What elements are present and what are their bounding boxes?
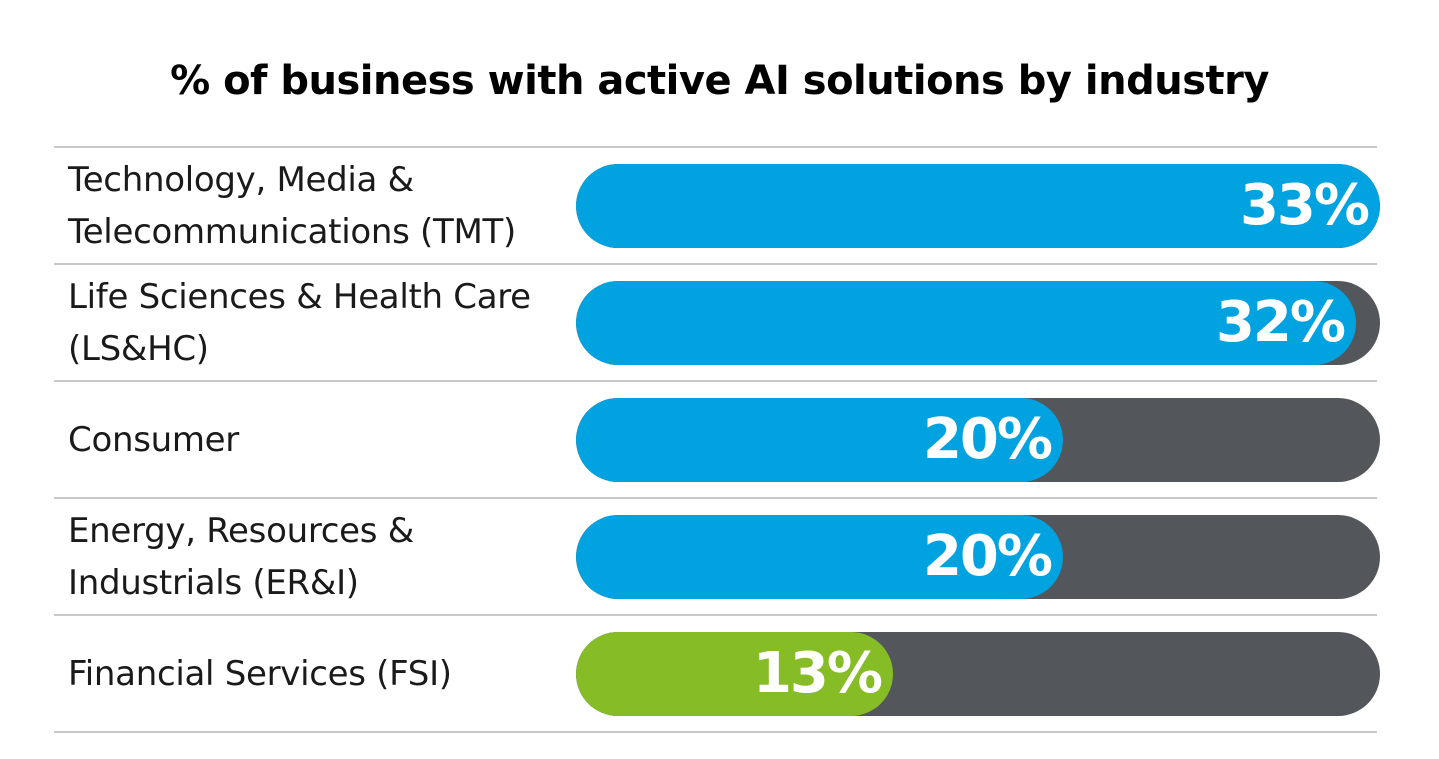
bar (576, 164, 1380, 248)
bar-track: 20% (576, 398, 1380, 482)
bar-track: 13% (576, 632, 1380, 716)
bar-row: Life Sciences & Health Care (LS&HC) 32% (54, 263, 1380, 380)
category-label: Energy, Resources & Industrials (ER&I) (68, 510, 414, 603)
bar (576, 632, 893, 716)
value-label: 33% (1239, 173, 1370, 238)
bar-track: 33% (576, 164, 1380, 248)
value-label: 20% (922, 524, 1053, 589)
bar-row: Energy, Resources & Industrials (ER&I) 20… (54, 497, 1380, 614)
category-label: Financial Services (FSI) (68, 653, 452, 694)
chart-title: % of business with active AI solutions b… (170, 58, 1269, 104)
bar-chart: Technology, Media & Telecommunications (… (54, 146, 1380, 733)
bar-track: 32% (576, 281, 1380, 365)
bar-row: Technology, Media & Telecommunications (… (54, 146, 1380, 263)
bar (576, 398, 1063, 482)
bar-row: Consumer 20% (54, 380, 1380, 497)
value-label: 13% (752, 641, 883, 706)
category-label: Technology, Media & Telecommunications (… (68, 159, 516, 252)
category-label: Consumer (68, 419, 239, 460)
category-label: Life Sciences & Health Care (LS&HC) (68, 276, 531, 369)
bar (576, 515, 1063, 599)
bar (576, 281, 1356, 365)
bar-row: Financial Services (FSI) 13% (54, 614, 1380, 733)
bar-track: 20% (576, 515, 1380, 599)
value-label: 20% (922, 407, 1053, 472)
value-label: 32% (1215, 290, 1346, 355)
